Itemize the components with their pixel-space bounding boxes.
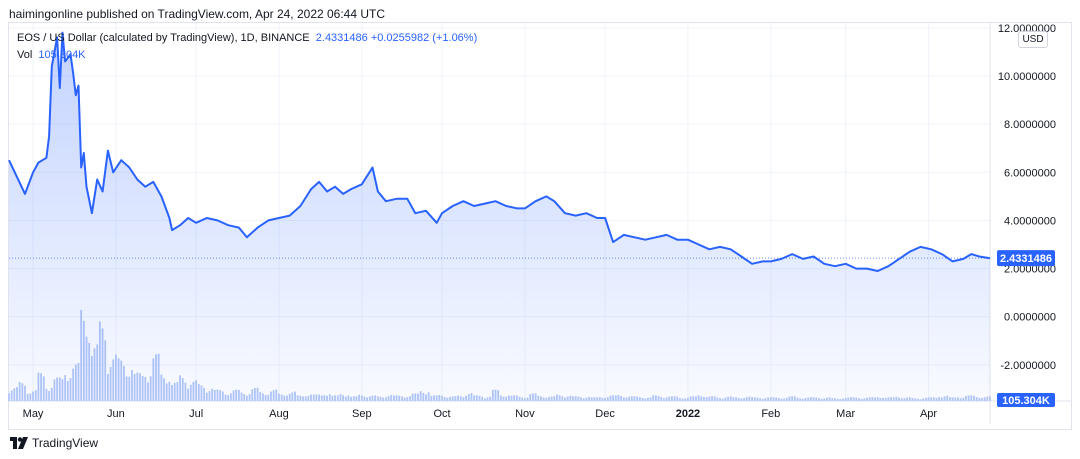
y-tick-label: 4.0000000 [1004,215,1056,227]
x-tick-label: Apr [920,408,937,420]
legend-pair[interactable]: EOS / US Dollar (calculated by TradingVi… [17,32,310,44]
y-tick-label: 8.0000000 [1004,119,1056,131]
y-tick-label: 0.0000000 [1004,312,1056,324]
x-tick-label: May [23,408,44,420]
x-tick-label: Dec [595,408,615,420]
tradingview-logo-icon[interactable] [10,437,28,449]
footer-brand[interactable]: TradingView [32,436,99,450]
x-tick-label: 2022 [676,408,700,420]
y-tick-label: 12.0000000 [998,23,1056,35]
y-tick-label: 10.0000000 [998,71,1056,83]
price-line [8,31,991,272]
last-price-badge [997,250,1055,267]
x-tick-label: Jul [189,408,203,420]
x-tick-label: Nov [515,408,535,420]
volume-label[interactable]: Vol [17,49,33,61]
x-tick-label: Jun [107,408,125,420]
x-tick-label: Feb [761,408,780,420]
price-area-fill [9,32,990,401]
chart-legend: EOS / US Dollar (calculated by TradingVi… [17,32,477,44]
published-line: haimingonline published on TradingView.c… [9,7,386,21]
x-tick-label: Oct [433,408,450,420]
volume-badge-label: 105.304K [1002,395,1050,407]
x-tick-label: Mar [836,408,855,420]
y-tick-label: 2.0000000 [1004,264,1056,276]
y-tick-label: 6.0000000 [1004,167,1056,179]
legend-last-price: 2.4331486 [315,32,368,44]
x-tick-label: Aug [269,408,289,420]
chart-frame[interactable] [8,22,1072,430]
volume-legend: Vol 105.304K [17,49,86,61]
x-tick-label: Sep [352,408,372,420]
currency-button[interactable]: USD [1018,31,1048,48]
footer: TradingView [10,435,98,451]
last-price-badge-label: 2.4331486 [1000,253,1052,265]
y-tick-label: -2.0000000 [1000,360,1056,372]
legend-change: +0.0255982 (+1.06%) [370,32,478,44]
volume-value: 105.304K [38,49,86,61]
volume-badge [997,393,1055,407]
